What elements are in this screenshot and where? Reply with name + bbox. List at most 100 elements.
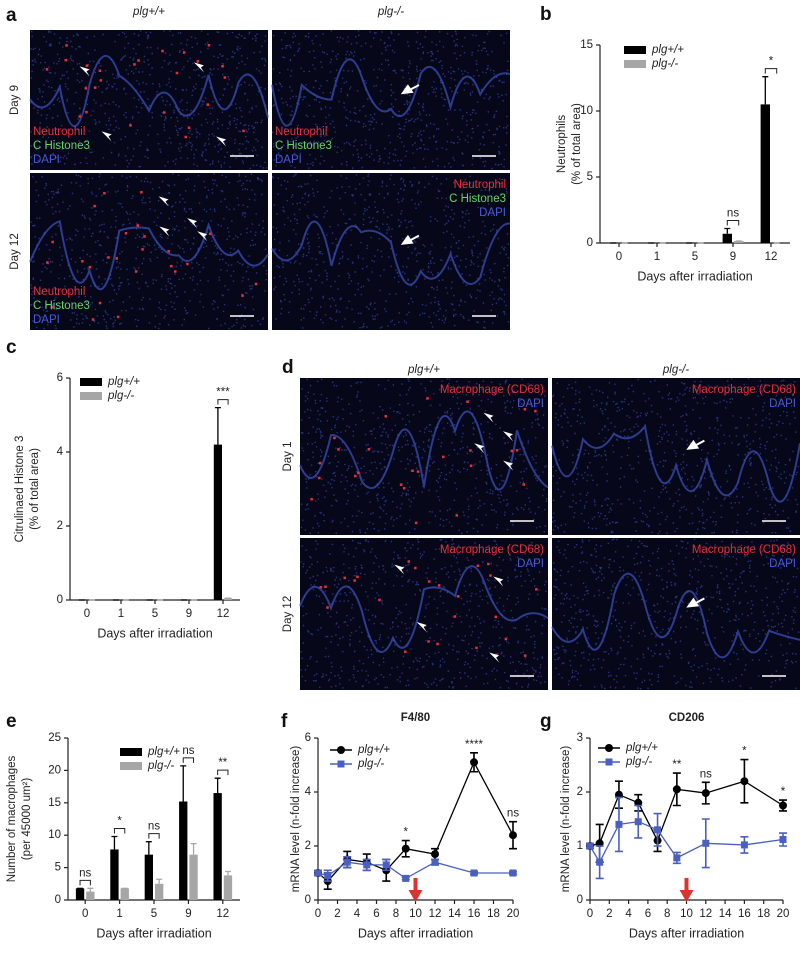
y-tick-label: 2	[57, 520, 63, 532]
point	[740, 841, 748, 849]
y-tick-label: 0	[57, 594, 63, 606]
point	[615, 820, 623, 828]
significance-label: ns	[79, 867, 91, 879]
stain-label: DAPI	[33, 314, 60, 326]
point	[402, 874, 410, 882]
arrow	[400, 84, 420, 95]
legend-label: plg+/+	[651, 44, 684, 56]
x-tick-label: 8	[393, 908, 399, 920]
stain-label: Macrophage (CD68)	[692, 544, 796, 556]
panel-letter: d	[282, 357, 294, 378]
x-tick-label: 12	[765, 251, 778, 263]
treatment-arrow	[679, 878, 694, 902]
point	[401, 844, 410, 853]
arrowhead	[159, 226, 170, 237]
legend-label: plg-/-	[107, 390, 134, 402]
tissue-fold	[299, 410, 549, 491]
x-axis-label: Days after irradiation	[358, 926, 473, 940]
error-bar	[214, 777, 221, 794]
stain-label: C Histone3	[275, 140, 332, 152]
stain-label: Macrophage (CD68)	[440, 384, 544, 396]
y-axis-label: Neutrophils	[556, 115, 568, 173]
legend-marker	[337, 760, 345, 768]
point	[343, 858, 351, 866]
micrograph	[272, 30, 510, 170]
point	[672, 785, 681, 794]
y-axis-label: (% of total area)	[29, 448, 41, 530]
tissue-texture	[30, 30, 268, 170]
x-tick-label: 0	[82, 908, 88, 920]
arrowhead	[158, 196, 169, 207]
stain-label: Neutrophil	[275, 126, 327, 138]
x-tick-label: 2	[606, 908, 612, 920]
x-tick-label: 1	[116, 908, 122, 920]
bar	[213, 444, 222, 600]
significance-bracket	[113, 827, 126, 834]
micrograph	[272, 173, 510, 330]
y-tick-label: 0	[587, 237, 593, 249]
x-axis-label: Days after irradiation	[629, 926, 744, 940]
bar	[75, 888, 85, 900]
significance-label: ****	[465, 739, 483, 751]
legend-label: plg-/-	[147, 760, 174, 772]
significance-label: *	[769, 56, 774, 68]
x-tick-label: 0	[616, 251, 622, 263]
point	[509, 831, 517, 840]
legend-label: plg+/+	[625, 742, 658, 754]
significance-bracket	[217, 769, 229, 776]
y-tick-label: 10	[48, 829, 61, 841]
panel-letter: a	[6, 5, 17, 26]
point	[314, 869, 322, 877]
bar	[179, 801, 188, 900]
row-label: Day 12	[282, 596, 294, 632]
significance-label: ns	[148, 821, 160, 833]
point	[634, 818, 642, 826]
y-axis-label: (% of total area)	[571, 103, 583, 185]
x-tick-label: 4	[354, 908, 361, 920]
significance-label: *	[404, 827, 409, 839]
stain-label: DAPI	[769, 398, 796, 410]
x-tick-label: 5	[692, 251, 698, 263]
stain-label: DAPI	[275, 154, 302, 166]
y-tick-label: 15	[48, 797, 61, 809]
x-tick-label: 9	[730, 251, 736, 263]
arrowhead	[503, 460, 514, 471]
arrowhead	[197, 231, 208, 242]
y-tick-label: 2	[577, 786, 583, 798]
point	[431, 850, 439, 859]
error-bar	[111, 835, 118, 850]
x-tick-label: 6	[373, 908, 379, 920]
significance-label: ns	[727, 208, 739, 220]
x-tick-label: 12	[699, 908, 712, 920]
bar	[213, 793, 222, 900]
x-tick-label: 20	[507, 908, 520, 920]
stain-label: DAPI	[769, 558, 796, 570]
panel-letter: e	[6, 711, 17, 732]
bar	[760, 104, 770, 244]
panel-letter: b	[540, 4, 552, 25]
tissue-fold	[551, 572, 800, 659]
significance-label: **	[218, 757, 227, 769]
bar	[155, 883, 164, 900]
tissue-fold	[551, 424, 800, 503]
row-label: Day 12	[9, 233, 21, 269]
significance-bracket	[764, 68, 778, 74]
x-axis-label: Days after irradiation	[637, 269, 752, 283]
significance-bracket	[182, 757, 195, 763]
y-axis-label: mRNA level (n-fold increase)	[560, 746, 572, 893]
error-bar	[190, 842, 197, 855]
legend-label: plg-/-	[651, 58, 678, 70]
legend-marker	[337, 746, 345, 754]
bar	[189, 854, 198, 900]
point	[382, 861, 390, 869]
arrowhead	[79, 66, 90, 77]
bar	[223, 875, 233, 900]
column-header: plg+/+	[407, 364, 440, 376]
x-tick-label: 1	[118, 608, 124, 620]
y-tick-label: 6	[57, 372, 63, 384]
tissue-fold	[299, 565, 549, 653]
arrowhead	[493, 576, 504, 587]
x-tick-label: 12	[429, 908, 442, 920]
arrowhead	[474, 443, 485, 454]
